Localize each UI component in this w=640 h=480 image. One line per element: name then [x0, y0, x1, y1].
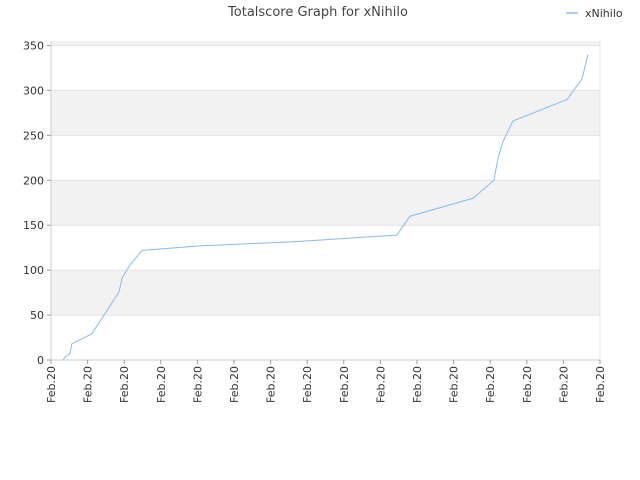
y-tick-label: 50 — [30, 309, 44, 322]
x-tick-label: Feb.20 — [155, 366, 168, 403]
y-tick-label: 200 — [23, 174, 44, 187]
x-tick-label: Feb.20 — [594, 366, 607, 403]
chart-title: Totalscore Graph for xNihilo — [227, 5, 408, 20]
x-tick-label: Feb.20 — [301, 366, 314, 403]
x-tick-label: Feb.20 — [191, 366, 204, 403]
y-tick-label: 250 — [23, 129, 44, 142]
x-tick-label: Feb.20 — [265, 366, 278, 403]
series-line — [62, 54, 589, 361]
x-tick-label: Feb.20 — [118, 366, 131, 403]
x-tick-label: Feb.20 — [411, 366, 424, 403]
x-tick-label: Feb.20 — [82, 366, 95, 403]
x-tick-label: Feb.20 — [45, 366, 58, 403]
grid-band — [51, 180, 600, 226]
grid-band — [51, 270, 600, 316]
y-tick-label: 300 — [23, 84, 44, 97]
y-tick-label: 0 — [37, 354, 44, 367]
x-tick-label: Feb.20 — [374, 366, 387, 403]
x-tick-label: Feb.20 — [448, 366, 461, 403]
x-tick-label: Feb.20 — [338, 366, 351, 403]
grid-band — [51, 90, 600, 136]
y-tick-label: 100 — [23, 264, 44, 277]
x-tick-label: Feb.20 — [557, 366, 570, 403]
grid-band — [51, 41, 600, 46]
x-tick-label: Feb.20 — [484, 366, 497, 403]
legend-label: xNihilo — [585, 7, 623, 20]
y-tick-label: 150 — [23, 219, 44, 232]
x-tick-label: Feb.20 — [228, 366, 241, 403]
x-tick-label: Feb.20 — [521, 366, 534, 403]
y-tick-label: 350 — [23, 39, 44, 52]
